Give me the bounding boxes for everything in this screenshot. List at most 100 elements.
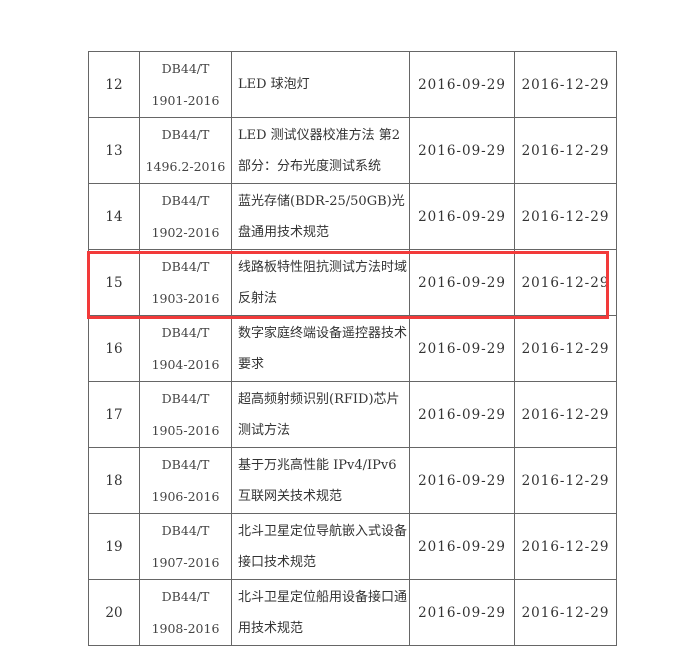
table-row: 15 DB44/T 1903-2016 线路板特性阻抗测试方法时域反射法 2016-09… (88, 249, 617, 316)
standard-code-text: DB44/T (161, 522, 210, 538)
effective-date: 2016-12-29 (514, 447, 617, 514)
standard-title: LED 球泡灯 (231, 51, 410, 118)
issue-date-text: 2016-09-29 (418, 538, 506, 555)
issue-date: 2016-09-29 (409, 513, 515, 580)
table-row: 18 DB44/T 1906-2016 基于万兆高性能 IPv4/IPv6互联网关技术… (88, 447, 617, 514)
effective-date-text: 2016-12-29 (521, 538, 610, 555)
row-number-text: 12 (105, 76, 123, 93)
table-row: 20 DB44/T 1908-2016 北斗卫星定位船用设备接口通用技术规范 2016-… (88, 579, 617, 646)
effective-date-text: 2016-12-29 (521, 604, 610, 621)
standard-code-text: DB44/T (161, 324, 210, 340)
row-number: 18 (88, 447, 140, 514)
standard-code: DB44/T 1903-2016 (139, 249, 232, 316)
issue-date: 2016-09-29 (409, 51, 515, 118)
standard-code-text: 1903-2016 (151, 290, 220, 306)
standard-code-text: 1902-2016 (151, 224, 220, 240)
standard-code-text: DB44/T (161, 126, 210, 142)
standard-title: 数字家庭终端设备遥控器技术要求 (231, 315, 410, 382)
row-number: 19 (88, 513, 140, 580)
row-number-text: 17 (105, 406, 123, 423)
effective-date-text: 2016-12-29 (521, 340, 610, 357)
standard-code: DB44/T 1901-2016 (139, 51, 232, 118)
row-number-text: 18 (105, 472, 123, 489)
effective-date-text: 2016-12-29 (521, 472, 610, 489)
standard-code: DB44/T 1496.2-2016 (139, 117, 232, 184)
issue-date: 2016-09-29 (409, 249, 515, 316)
standard-code-text: DB44/T (161, 60, 210, 76)
standard-code: DB44/T 1908-2016 (139, 579, 232, 646)
table-row: 12 DB44/T 1901-2016 LED 球泡灯 2016-09-29 2016-1… (88, 51, 617, 118)
row-number-text: 19 (105, 538, 123, 555)
standards-table: 12 DB44/T 1901-2016 LED 球泡灯 2016-09-29 2016-1… (88, 51, 617, 646)
effective-date-text: 2016-12-29 (521, 406, 610, 423)
standard-code-text: 1907-2016 (151, 554, 220, 570)
effective-date-text: 2016-12-29 (521, 208, 610, 225)
standard-title-text: 基于万兆高性能 IPv4/IPv6互联网关技术规范 (238, 457, 397, 504)
standard-title: LED 测试仪器校准方法 第2部分：分布光度测试系统 (231, 117, 410, 184)
effective-date-text: 2016-12-29 (521, 142, 610, 159)
standard-code-text: DB44/T (161, 192, 210, 208)
issue-date: 2016-09-29 (409, 117, 515, 184)
effective-date: 2016-12-29 (514, 51, 617, 118)
standard-code-text: DB44/T (161, 456, 210, 472)
effective-date-text: 2016-12-29 (521, 76, 610, 93)
row-number-text: 13 (105, 142, 123, 159)
issue-date: 2016-09-29 (409, 183, 515, 250)
standard-title: 北斗卫星定位导航嵌入式设备接口技术规范 (231, 513, 410, 580)
effective-date: 2016-12-29 (514, 513, 617, 580)
effective-date: 2016-12-29 (514, 249, 617, 316)
row-number-text: 15 (105, 274, 123, 291)
standard-title: 北斗卫星定位船用设备接口通用技术规范 (231, 579, 410, 646)
standard-code: DB44/T 1907-2016 (139, 513, 232, 580)
row-number-text: 14 (105, 208, 123, 225)
table-row: 17 DB44/T 1905-2016 超高频射频识别(RFID)芯片测试方法 2016… (88, 381, 617, 448)
standard-title-text: 线路板特性阻抗测试方法时域反射法 (238, 259, 408, 306)
effective-date: 2016-12-29 (514, 315, 617, 382)
standard-code-text: 1901-2016 (151, 92, 220, 108)
issue-date-text: 2016-09-29 (418, 76, 506, 93)
issue-date-text: 2016-09-29 (418, 340, 506, 357)
issue-date: 2016-09-29 (409, 315, 515, 382)
standard-code: DB44/T 1905-2016 (139, 381, 232, 448)
standard-code-text: 1904-2016 (151, 356, 220, 372)
standard-title-text: 超高频射频识别(RFID)芯片测试方法 (238, 391, 400, 438)
standard-code: DB44/T 1906-2016 (139, 447, 232, 514)
standard-code-text: 1908-2016 (151, 620, 220, 636)
effective-date-text: 2016-12-29 (521, 274, 610, 291)
row-number-text: 16 (105, 340, 123, 357)
effective-date: 2016-12-29 (514, 183, 617, 250)
standard-title-text: LED 测试仪器校准方法 第2部分：分布光度测试系统 (238, 127, 401, 174)
row-number-text: 20 (105, 604, 123, 621)
issue-date-text: 2016-09-29 (418, 604, 506, 621)
row-number: 15 (88, 249, 140, 316)
table-row: 13 DB44/T 1496.2-2016 LED 测试仪器校准方法 第2部分：分布光… (88, 117, 617, 184)
standard-title-text: 北斗卫星定位导航嵌入式设备接口技术规范 (238, 523, 408, 570)
table-row: 19 DB44/T 1907-2016 北斗卫星定位导航嵌入式设备接口技术规范 2016… (88, 513, 617, 580)
issue-date-text: 2016-09-29 (418, 274, 506, 291)
standard-code-text: 1496.2-2016 (145, 158, 226, 174)
standard-title-text: 北斗卫星定位船用设备接口通用技术规范 (238, 589, 408, 636)
standard-code-text: DB44/T (161, 588, 210, 604)
standard-code-text: 1906-2016 (151, 488, 220, 504)
row-number: 14 (88, 183, 140, 250)
issue-date-text: 2016-09-29 (418, 208, 506, 225)
standard-code-text: 1905-2016 (151, 422, 220, 438)
row-number: 13 (88, 117, 140, 184)
table-row: 16 DB44/T 1904-2016 数字家庭终端设备遥控器技术要求 2016-09-… (88, 315, 617, 382)
standard-title-text: 数字家庭终端设备遥控器技术要求 (238, 325, 408, 372)
row-number: 16 (88, 315, 140, 382)
issue-date-text: 2016-09-29 (418, 406, 506, 423)
row-number: 12 (88, 51, 140, 118)
issue-date: 2016-09-29 (409, 447, 515, 514)
standard-code: DB44/T 1904-2016 (139, 315, 232, 382)
row-number: 20 (88, 579, 140, 646)
standard-title: 基于万兆高性能 IPv4/IPv6互联网关技术规范 (231, 447, 410, 514)
standard-code: DB44/T 1902-2016 (139, 183, 232, 250)
standard-title: 超高频射频识别(RFID)芯片测试方法 (231, 381, 410, 448)
issue-date: 2016-09-29 (409, 579, 515, 646)
effective-date: 2016-12-29 (514, 117, 617, 184)
table-row: 14 DB44/T 1902-2016 蓝光存储(BDR-25/50GB)光盘通用技术… (88, 183, 617, 250)
standard-code-text: DB44/T (161, 258, 210, 274)
row-number: 17 (88, 381, 140, 448)
standard-title: 蓝光存储(BDR-25/50GB)光盘通用技术规范 (231, 183, 410, 250)
